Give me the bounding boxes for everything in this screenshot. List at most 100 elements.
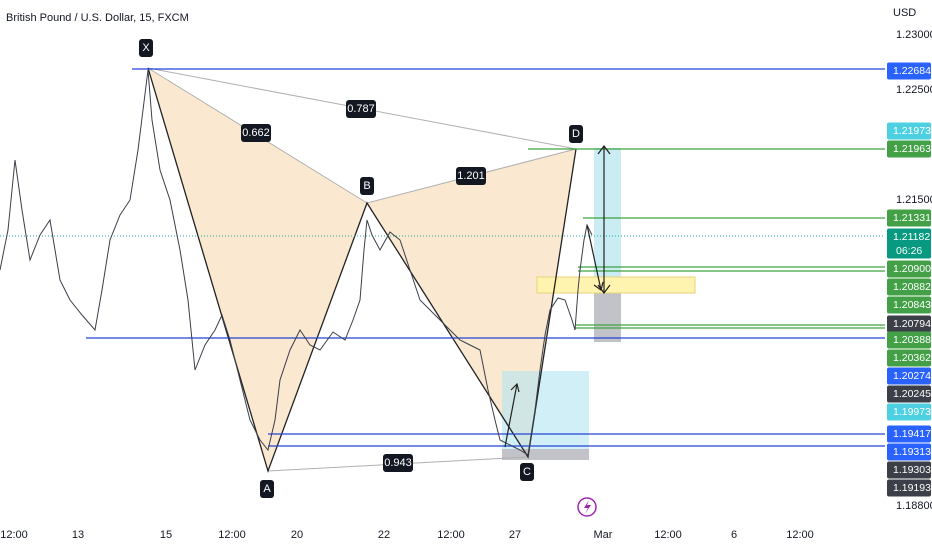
tag-label: 1.22684	[893, 65, 931, 77]
tag-box	[887, 296, 931, 314]
tag-label: 1.20274	[893, 370, 931, 382]
price-tag: 1.19973	[887, 403, 931, 421]
stop-zone	[502, 449, 589, 460]
event-icon[interactable]	[577, 497, 597, 517]
point-badge	[569, 125, 583, 143]
tag-box	[887, 209, 931, 227]
time-tick-label: 27	[509, 529, 521, 541]
tag-box	[887, 260, 931, 278]
time-tick-label: 12:00	[218, 529, 246, 541]
point-label: B	[363, 180, 370, 192]
point-badge	[139, 39, 153, 57]
price-tag: 1.20882	[887, 278, 931, 296]
tag-box	[887, 140, 931, 158]
tag-box	[887, 479, 931, 497]
ratio-badge	[456, 167, 486, 185]
entry-zone	[536, 276, 696, 294]
price-tag: 1.19303	[887, 461, 931, 479]
arrow-head	[510, 382, 520, 393]
tag-box	[887, 278, 931, 296]
target-zone	[594, 148, 621, 280]
tag-box	[887, 122, 931, 140]
price-tag: 1.21331	[887, 209, 931, 227]
tag-label: 1.21963	[893, 143, 931, 155]
ratio-label: 0.943	[384, 457, 412, 469]
tag-box	[887, 367, 931, 385]
price-tag: 1.20362	[887, 349, 931, 367]
tag-box	[887, 443, 931, 461]
price-tag: 1.19417	[887, 425, 931, 443]
price-tag: 1.20274	[887, 367, 931, 385]
time-tick-label: 12:00	[437, 529, 465, 541]
tag-label: 1.19193	[893, 482, 931, 494]
tag-label: 1.20388	[893, 334, 931, 346]
tag-label: 1.20362	[893, 352, 931, 364]
arrow-head	[597, 145, 611, 155]
time-tick-label: Mar	[594, 529, 613, 541]
tag-box	[887, 349, 931, 367]
point-label: A	[263, 483, 271, 495]
countdown: 06:26	[896, 245, 922, 257]
tag-label: 1.20900	[893, 263, 931, 275]
tag-label: 1.19973	[893, 406, 931, 418]
price-tag: 1.20794	[887, 315, 931, 333]
drawings	[0, 67, 885, 517]
tag-label: 1.21182	[893, 231, 930, 243]
overlay: 1.23000 1.22500 1.21500 1.18800 1.22684 1.219…	[0, 29, 932, 541]
tag-box	[887, 403, 931, 421]
price-tick-label: 1.21500	[896, 194, 932, 206]
title: British Pound / U.S. Dollar, 15, FXCM	[6, 12, 189, 24]
tag-box	[887, 425, 931, 443]
time-tick-label: 22	[378, 529, 390, 541]
tag-label: 1.19313	[893, 446, 931, 458]
time-tick-label: 12:00	[0, 529, 28, 541]
pattern-legs	[147, 67, 577, 474]
price-tick-label: 1.18800	[896, 500, 932, 512]
tag-box	[887, 385, 931, 403]
point-badge	[360, 177, 374, 195]
tag-label: 1.20843	[893, 299, 931, 311]
currency: USD	[893, 7, 916, 19]
ratio-label: 0.662	[242, 127, 270, 139]
ratio-badge	[383, 454, 413, 472]
tag-box	[887, 228, 931, 259]
time-tick-label: 12:00	[654, 529, 682, 541]
price-tag: 1.21182 06:26	[887, 228, 931, 259]
tag-box	[887, 331, 931, 349]
tag-box	[887, 315, 931, 333]
ratio-badge	[346, 100, 376, 118]
tag-label: 1.21331	[893, 212, 931, 224]
price-trace	[0, 69, 593, 456]
price-tag: 1.21963	[887, 140, 931, 158]
tag-box	[887, 62, 931, 80]
ratio-label: 0.787	[347, 103, 375, 115]
price-tick-label: 1.23000	[896, 29, 932, 41]
arrow	[504, 383, 518, 448]
bolt	[584, 500, 591, 514]
tag-label: 1.21973	[893, 125, 931, 137]
point-badge	[260, 480, 274, 498]
price-tag: 1.19193	[887, 479, 931, 497]
time-tick-label: 20	[291, 529, 303, 541]
ratio-badge	[241, 124, 271, 142]
point-label: X	[142, 42, 150, 54]
price-tag: 1.20245	[887, 385, 931, 403]
pattern-fill	[148, 68, 367, 471]
price-tick-label: 1.22500	[896, 84, 932, 96]
tag-label: 1.19417	[893, 428, 931, 440]
arrow-head	[593, 281, 604, 292]
price-tag: 1.21973	[887, 122, 931, 140]
ratio-label: 1.201	[457, 170, 485, 182]
tag-label: 1.19303	[893, 464, 931, 476]
time-tick-label: 15	[160, 529, 172, 541]
point-label: C	[523, 466, 531, 478]
price-tag: 1.20900	[887, 260, 931, 278]
tag-label: 1.20882	[893, 281, 931, 293]
arrow	[586, 224, 602, 291]
price-tag: 1.19313	[887, 443, 931, 461]
time-tick-label: 6	[731, 529, 737, 541]
price-tag: 1.20843	[887, 296, 931, 314]
tag-label: 1.20245	[893, 388, 931, 400]
tag-label: 1.20794	[893, 318, 931, 330]
